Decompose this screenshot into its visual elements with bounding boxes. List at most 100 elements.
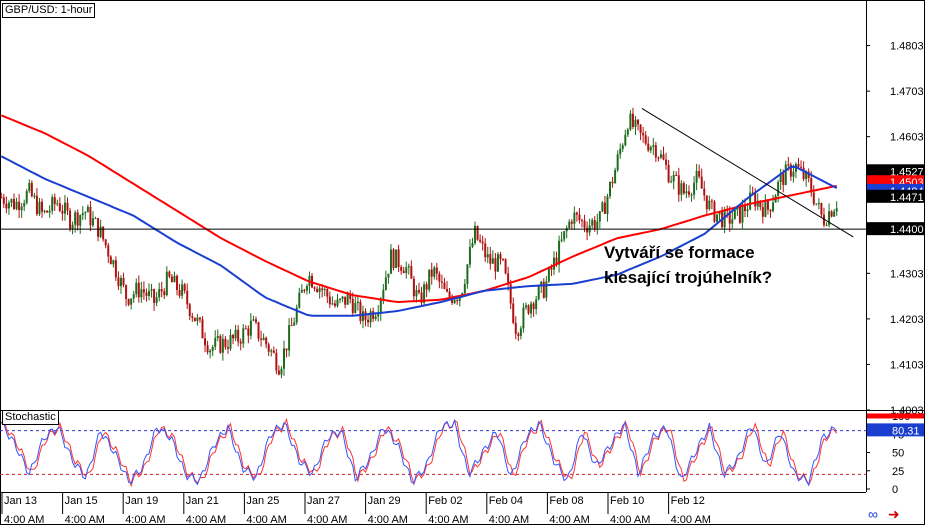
candle-body <box>145 292 148 296</box>
candle-body <box>377 313 380 317</box>
candle-body <box>415 290 418 297</box>
candle-body <box>703 188 706 196</box>
candle-body <box>400 266 403 271</box>
candle-body <box>637 119 640 125</box>
candle-body <box>448 291 451 298</box>
candle-body <box>150 289 153 291</box>
date-label: Jan 25 <box>246 495 279 507</box>
candle-body <box>519 328 522 336</box>
candle-body <box>805 171 808 180</box>
candle-body <box>746 209 749 211</box>
candle-body <box>738 207 741 223</box>
candle-body <box>331 303 334 305</box>
candle-body <box>69 210 72 229</box>
candle-body <box>333 303 336 306</box>
candle-body <box>0 197 3 199</box>
price-tick-label: 1.4203 <box>890 314 924 326</box>
date-label: Feb 08 <box>549 495 583 507</box>
candle-body <box>425 284 428 290</box>
time-label: 4:00 AM <box>489 514 529 525</box>
price-tag-box <box>867 164 924 178</box>
candle-body <box>412 278 415 297</box>
candle-body <box>642 132 645 136</box>
candle-body <box>107 245 110 257</box>
date-label: Feb 10 <box>610 495 644 507</box>
candle-body <box>586 227 589 233</box>
candle-body <box>687 191 690 195</box>
candle-body <box>700 176 703 189</box>
candle-body <box>504 259 507 274</box>
candle-body <box>323 289 326 291</box>
candle-body <box>7 202 10 209</box>
candle-body <box>835 208 838 212</box>
candle-body <box>198 317 201 320</box>
candle-body <box>802 167 805 180</box>
candle-body <box>665 159 668 165</box>
candle-body <box>458 296 461 301</box>
candle-body <box>787 164 790 166</box>
candle-body <box>810 177 813 193</box>
candle-body <box>336 299 339 306</box>
candle-body <box>545 281 548 298</box>
candle-body <box>326 289 329 297</box>
candle-body <box>305 286 308 291</box>
link-icon[interactable]: ∞ <box>868 506 878 522</box>
candle-body <box>568 221 571 229</box>
candle-body <box>710 200 713 202</box>
candle-body <box>344 296 347 305</box>
moving-average-blue <box>0 155 838 317</box>
candle-body <box>407 266 410 268</box>
candle-body <box>15 201 18 209</box>
candle-body <box>5 203 8 209</box>
stochastic-d-line <box>0 417 838 488</box>
candle-body <box>262 337 265 340</box>
candle-body <box>76 212 79 226</box>
candle-body <box>277 370 280 375</box>
candle-body <box>677 175 680 195</box>
candle-body <box>209 350 212 353</box>
candle-body <box>817 203 820 205</box>
candle-body <box>229 334 232 349</box>
candle-body <box>828 211 831 225</box>
toolbar-icons: ∞ ➜ <box>868 506 906 523</box>
candle-body <box>800 166 803 168</box>
candle-body <box>616 154 619 171</box>
candle-body <box>369 311 372 323</box>
candle-body <box>43 210 46 212</box>
candle-body <box>313 287 316 289</box>
candle-body <box>690 194 693 196</box>
candle-body <box>507 273 510 285</box>
candle-body <box>629 113 632 130</box>
time-label: 4:00 AM <box>186 514 226 525</box>
candle-body <box>509 284 512 304</box>
candle-body <box>435 267 438 274</box>
candle-body <box>741 205 744 223</box>
candle-body <box>756 200 759 207</box>
candle-body <box>410 266 413 279</box>
arrow-icon[interactable]: ➜ <box>887 506 900 522</box>
candle-body <box>252 319 255 321</box>
candle-body <box>670 181 673 183</box>
candle-body <box>583 220 586 228</box>
candle-body <box>254 319 257 323</box>
time-label: 4:00 AM <box>671 514 711 525</box>
candle-body <box>535 299 538 310</box>
time-label: 4:00 AM <box>428 514 468 525</box>
candle-body <box>614 170 617 184</box>
candle-body <box>654 145 657 158</box>
candle-body <box>214 337 217 347</box>
candle-body <box>502 259 505 261</box>
candle-body <box>466 264 469 284</box>
candle-body <box>359 301 362 322</box>
candle-body <box>91 218 94 226</box>
candle-body <box>532 303 535 310</box>
candle-body <box>644 135 647 144</box>
candle-body <box>443 282 446 289</box>
date-label: Jan 19 <box>125 495 158 507</box>
candle-body <box>626 129 629 135</box>
stochastic-value-marker <box>867 413 924 419</box>
candle-body <box>321 288 324 291</box>
candle-body <box>119 277 122 287</box>
candle-body <box>216 335 219 338</box>
